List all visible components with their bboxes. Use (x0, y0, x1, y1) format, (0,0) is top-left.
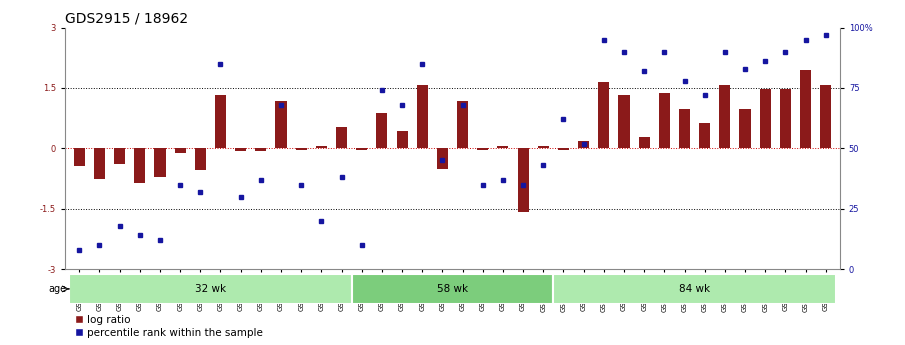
Bar (316, 146, 327, 148)
Bar (538, 146, 548, 148)
Bar (553, 274, 836, 304)
Bar (679, 109, 690, 148)
Bar (73, 148, 85, 167)
Bar (114, 148, 125, 164)
Text: GDS2915 / 18962: GDS2915 / 18962 (65, 11, 188, 25)
Text: 84 wk: 84 wk (679, 284, 710, 294)
Text: 32 wk: 32 wk (195, 284, 226, 294)
Text: 58 wk: 58 wk (437, 284, 468, 294)
Bar (700, 124, 710, 148)
Bar (275, 101, 287, 148)
Bar (134, 148, 146, 183)
Bar (352, 274, 553, 304)
Bar (336, 127, 348, 148)
Bar (255, 148, 266, 151)
Legend: log ratio, percentile rank within the sample: log ratio, percentile rank within the sa… (71, 310, 267, 342)
Bar (94, 148, 105, 179)
Bar (719, 85, 730, 148)
Bar (578, 141, 589, 148)
Bar (195, 148, 205, 170)
Bar (800, 70, 811, 148)
Bar (416, 85, 428, 148)
Text: age: age (48, 284, 66, 294)
Bar (357, 148, 367, 150)
Bar (820, 85, 832, 148)
Bar (780, 89, 791, 148)
Bar (759, 89, 771, 148)
Bar (296, 148, 307, 150)
Bar (639, 137, 650, 148)
Bar (215, 95, 226, 148)
Bar (498, 146, 509, 148)
Bar (376, 113, 387, 148)
Bar (437, 148, 448, 169)
Bar (69, 274, 352, 304)
Bar (457, 101, 468, 148)
Bar (155, 148, 166, 177)
Bar (477, 148, 489, 150)
Bar (598, 82, 609, 148)
Bar (235, 148, 246, 151)
Bar (618, 95, 630, 148)
Bar (396, 131, 407, 148)
Bar (557, 148, 569, 150)
Bar (175, 148, 186, 153)
Bar (518, 148, 529, 212)
Bar (739, 109, 750, 148)
Bar (659, 93, 670, 148)
